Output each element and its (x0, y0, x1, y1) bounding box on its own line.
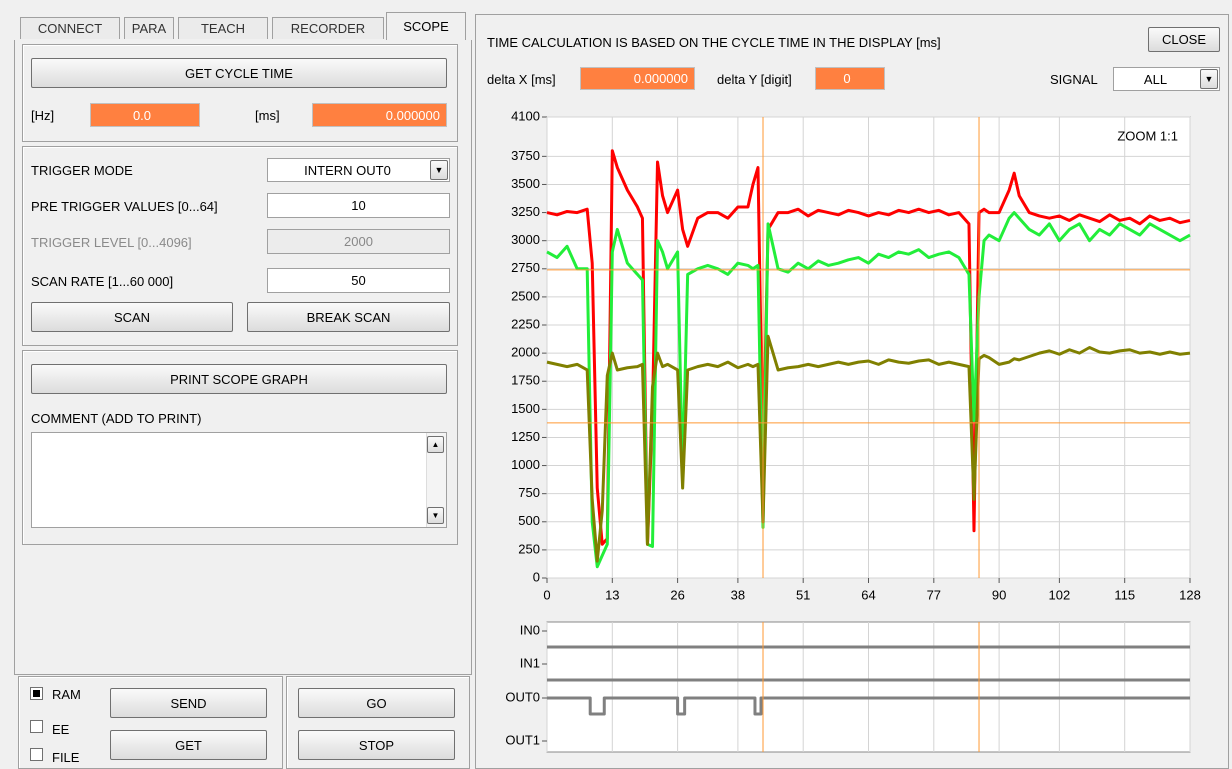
label: delta X [ms] (487, 72, 556, 87)
comment-textarea[interactable] (31, 432, 447, 528)
tab[interactable]: TEACH (178, 17, 268, 39)
label: TRIGGER MODE (31, 163, 133, 178)
label: [ms] (255, 108, 280, 123)
button[interactable]: SCAN (31, 302, 233, 332)
button[interactable]: GET CYCLE TIME (31, 58, 447, 88)
value-field: 0 (815, 67, 885, 90)
dropdown-arrow[interactable]: ▼ (1200, 69, 1218, 89)
panel (22, 350, 458, 545)
checkbox[interactable] (30, 687, 43, 700)
checkbox[interactable] (30, 720, 43, 733)
scrollbar[interactable] (426, 433, 446, 527)
scroll-down[interactable]: ▼ (427, 507, 444, 524)
value-field: 0.000000 (312, 103, 447, 127)
label: [Hz] (31, 108, 55, 123)
button[interactable]: BREAK SCAN (247, 302, 450, 332)
tab[interactable]: RECORDER (272, 17, 384, 39)
label: COMMENT (ADD TO PRINT) (31, 411, 202, 426)
value-field: 0.000000 (580, 67, 695, 90)
label: FILE (52, 750, 80, 765)
button[interactable]: GO (298, 688, 455, 718)
dropdown[interactable]: INTERN OUT0 (267, 158, 450, 182)
scroll-up[interactable]: ▲ (427, 436, 444, 453)
value-field: 0.0 (90, 103, 200, 127)
label: SIGNAL (1050, 72, 1098, 87)
button[interactable]: PRINT SCOPE GRAPH (31, 364, 447, 394)
info-text: TIME CALCULATION IS BASED ON THE CYCLE T… (487, 35, 941, 50)
input-disabled: 2000 (267, 229, 450, 254)
dropdown-arrow[interactable]: ▼ (430, 160, 448, 180)
label: SCAN RATE [1...60 000] (31, 274, 174, 289)
label: PRE TRIGGER VALUES [0...64] (31, 199, 218, 214)
label: delta Y [digit] (717, 72, 792, 87)
checkbox[interactable] (30, 748, 43, 761)
label: RAM (52, 687, 81, 702)
scope-frame (475, 14, 1229, 769)
tab[interactable]: CONNECT (20, 17, 120, 39)
input[interactable]: 50 (267, 268, 450, 293)
panel (22, 44, 458, 142)
tab-active[interactable]: SCOPE (386, 12, 466, 40)
button[interactable]: CLOSE (1148, 27, 1220, 52)
tab-page (14, 40, 472, 675)
input[interactable]: 10 (267, 193, 450, 218)
label: EE (52, 722, 70, 737)
button[interactable]: SEND (110, 688, 267, 718)
button[interactable]: GET (110, 730, 267, 760)
tab[interactable]: PARA (124, 17, 174, 39)
button[interactable]: STOP (298, 730, 455, 760)
check-mark (33, 690, 40, 697)
label: TRIGGER LEVEL [0...4096] (31, 235, 192, 250)
panel (22, 146, 458, 346)
